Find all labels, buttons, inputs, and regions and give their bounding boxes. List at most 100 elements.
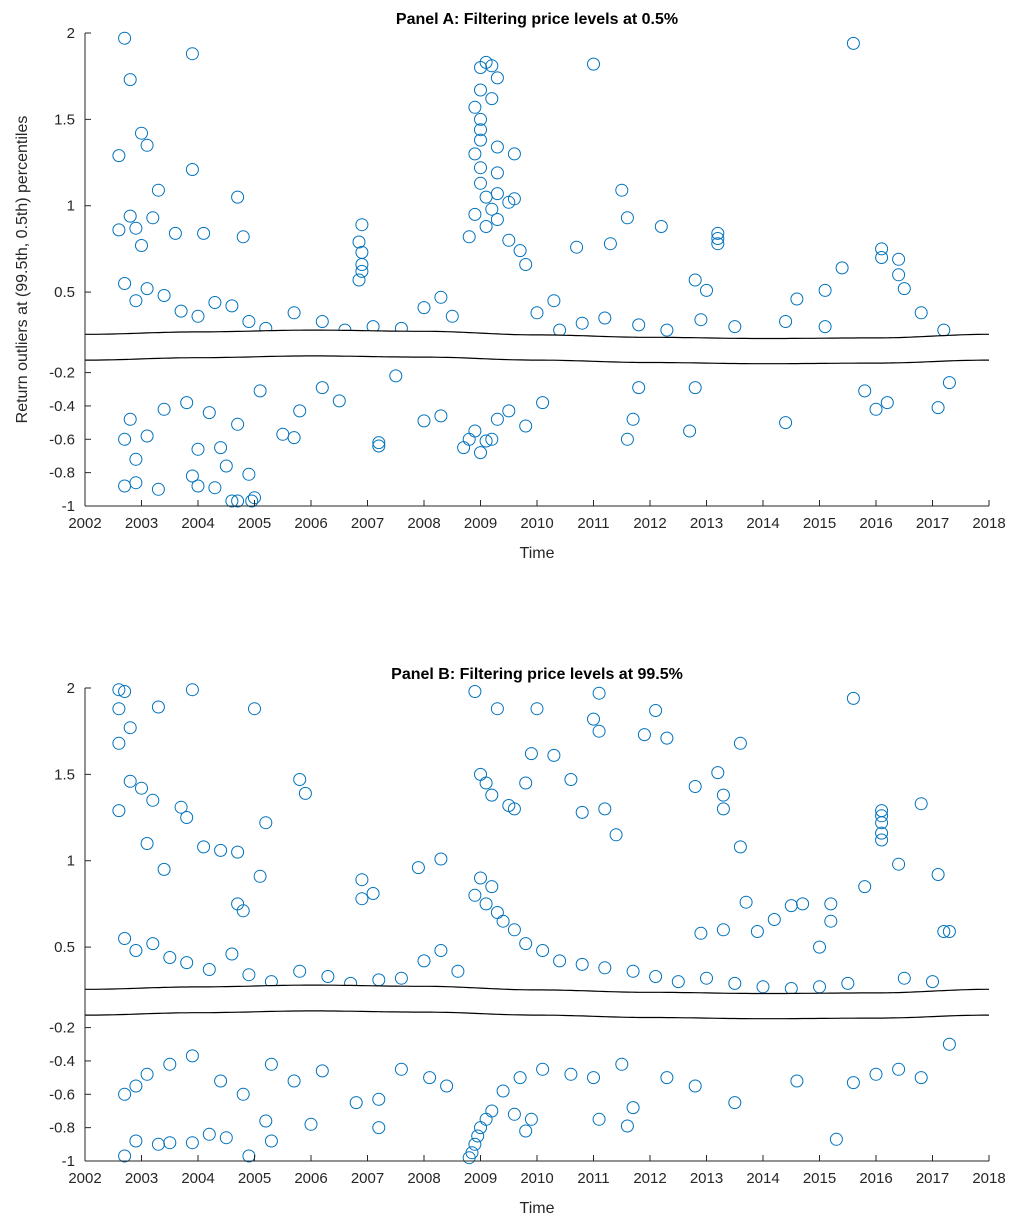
data-point [129, 1134, 143, 1148]
x-tick-label: 2010 [520, 1170, 553, 1187]
data-point [468, 147, 482, 161]
data-point [146, 793, 160, 807]
data-point [485, 59, 499, 73]
data-point [112, 683, 126, 697]
data-point [457, 441, 471, 455]
data-point [688, 1079, 702, 1093]
data-point [490, 412, 504, 426]
x-tick-label: 2002 [68, 1170, 101, 1187]
data-point [140, 1067, 154, 1081]
data-point [174, 304, 188, 318]
y-tick-label: 2 [67, 680, 75, 697]
data-point [202, 963, 216, 976]
data-point [140, 138, 154, 152]
data-point [118, 277, 132, 290]
data-point [824, 914, 838, 928]
x-tick-label: 2004 [181, 1170, 214, 1187]
data-point [112, 736, 126, 750]
y-tick-label: -1 [62, 1153, 75, 1170]
data-point [174, 800, 188, 814]
data-point [880, 396, 894, 410]
data-point [615, 183, 629, 197]
data-point [123, 774, 137, 788]
x-tick-label: 2016 [859, 1170, 892, 1187]
data-point [490, 140, 504, 154]
data-point [564, 1067, 578, 1081]
y-axis-label: Return outliers at (99.5th, 0.5th) perce… [14, 116, 31, 424]
data-point [276, 427, 290, 441]
data-point [394, 971, 408, 985]
y-tick-label: -0.2 [49, 365, 75, 382]
data-point [287, 1074, 301, 1088]
x-tick-label: 2014 [746, 1170, 779, 1187]
data-point [875, 804, 889, 818]
data-point [417, 414, 431, 428]
data-point [474, 871, 487, 885]
data-point [507, 192, 521, 206]
data-point [129, 221, 143, 235]
lower-threshold-curve [85, 355, 989, 365]
data-point [372, 439, 386, 453]
x-tick-label: 2010 [520, 515, 553, 532]
data-point [598, 802, 612, 816]
data-point [112, 702, 126, 716]
x-tick-label: 2018 [972, 1170, 1005, 1187]
data-point [575, 957, 589, 971]
x-tick-label: 2014 [746, 515, 779, 532]
data-point [756, 980, 770, 994]
data-point [129, 944, 143, 957]
data-point [118, 479, 132, 493]
data-point [485, 1104, 499, 1118]
data-point [123, 721, 137, 735]
data-point [587, 712, 600, 726]
data-point [118, 1087, 132, 1101]
data-point [479, 1112, 493, 1126]
panel-a: 2002 2003 2004 2005 2006 2007 2008 2009 2010 2011… [14, 11, 1006, 562]
data-point [129, 1079, 143, 1093]
data-point [688, 381, 702, 395]
data-point [892, 857, 906, 871]
data-point [191, 309, 205, 323]
data-point [479, 190, 493, 204]
data-point [242, 467, 256, 481]
data-point [496, 1084, 510, 1098]
data-point [519, 258, 533, 271]
data-point [733, 840, 747, 854]
data-point [779, 416, 793, 430]
data-point [914, 1071, 928, 1085]
data-point [355, 873, 369, 887]
data-point [355, 258, 369, 271]
data-point [620, 211, 634, 225]
data-point [570, 240, 584, 254]
data-point [129, 294, 143, 308]
x-tick-label: 2012 [633, 1170, 666, 1187]
x-tick-label: 2017 [916, 515, 949, 532]
scatter-points [112, 31, 956, 508]
data-point [157, 402, 171, 416]
x-tick-label: 2005 [238, 1170, 271, 1187]
data-point [231, 190, 245, 204]
data-point [355, 218, 369, 232]
data-point [293, 404, 307, 418]
data-point [352, 235, 366, 249]
data-point [135, 781, 148, 795]
x-tick-label: 2013 [690, 1170, 723, 1187]
data-point [225, 299, 239, 313]
data-point [293, 964, 307, 978]
data-point [465, 1146, 479, 1160]
data-point [485, 92, 499, 106]
data-point [711, 226, 725, 240]
data-point [841, 976, 855, 990]
data-point [129, 476, 143, 490]
data-point [214, 843, 228, 857]
data-point [129, 452, 143, 466]
data-point [485, 788, 499, 802]
data-point [118, 1149, 132, 1163]
data-point [914, 797, 928, 811]
data-point [818, 320, 832, 334]
y-tick-label: 0.5 [54, 939, 75, 956]
data-point [519, 1124, 533, 1138]
y-tick-label: -0.6 [49, 1086, 75, 1103]
upper-threshold-curve [85, 984, 989, 995]
x-tick-label: 2009 [464, 1170, 497, 1187]
